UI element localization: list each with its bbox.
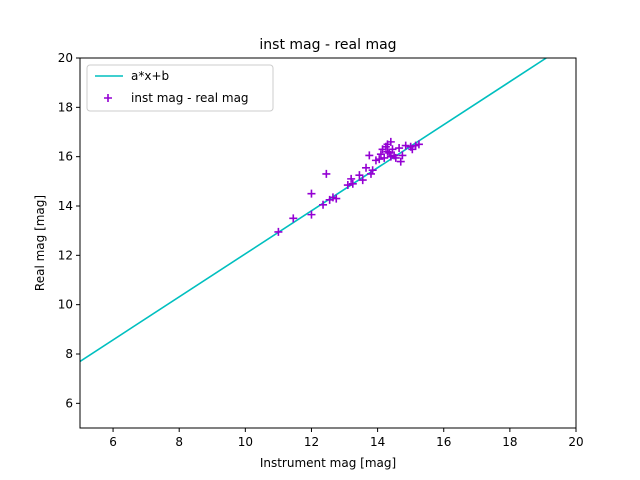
x-tick-label: 10 xyxy=(238,435,253,449)
y-tick-label: 8 xyxy=(65,347,73,361)
x-tick-label: 14 xyxy=(370,435,385,449)
data-point xyxy=(348,179,357,188)
data-point xyxy=(383,147,392,156)
data-point xyxy=(347,174,356,183)
data-point xyxy=(366,169,375,178)
data-point xyxy=(274,227,283,236)
x-axis-label: Instrument mag [mag] xyxy=(260,456,396,470)
data-point xyxy=(368,166,377,175)
x-tick-label: 16 xyxy=(436,435,451,449)
x-tick-label: 6 xyxy=(109,435,117,449)
data-point xyxy=(307,210,316,219)
data-point xyxy=(398,151,407,160)
x-tick-label: 20 xyxy=(568,435,583,449)
legend-label-fit: a*x+b xyxy=(131,69,169,83)
data-point xyxy=(391,153,400,162)
data-point xyxy=(362,163,371,172)
y-tick-label: 20 xyxy=(58,51,73,65)
data-point xyxy=(319,200,328,209)
y-tick-label: 12 xyxy=(58,248,73,262)
y-axis-label: Real mag [mag] xyxy=(33,195,47,291)
data-point xyxy=(414,140,423,149)
data-point xyxy=(355,171,364,180)
data-point xyxy=(332,194,341,203)
data-point xyxy=(395,144,404,153)
data-point xyxy=(307,189,316,198)
legend-label-series: inst mag - real mag xyxy=(131,91,249,105)
y-tick-label: 14 xyxy=(58,199,73,213)
fit-line xyxy=(80,58,547,363)
y-tick-label: 18 xyxy=(58,100,73,114)
data-point xyxy=(396,157,405,166)
x-tick-label: 18 xyxy=(502,435,517,449)
x-tick-label: 12 xyxy=(304,435,319,449)
data-point xyxy=(388,145,397,154)
data-point xyxy=(322,169,331,178)
data-point xyxy=(358,176,367,185)
data-point xyxy=(343,181,352,190)
x-tick-label: 8 xyxy=(175,435,183,449)
data-point xyxy=(289,214,298,223)
y-tick-label: 16 xyxy=(58,150,73,164)
data-point xyxy=(375,155,384,164)
data-point xyxy=(380,153,389,162)
legend: a*x+b inst mag - real mag xyxy=(86,64,274,112)
data-point xyxy=(386,137,395,146)
legend-box xyxy=(86,64,274,112)
chart-title: inst mag - real mag xyxy=(259,37,396,53)
data-point xyxy=(401,141,410,150)
y-tick-label: 6 xyxy=(65,396,73,410)
data-point xyxy=(365,151,374,160)
plot-frame xyxy=(79,57,577,429)
y-tick-label: 10 xyxy=(58,298,73,312)
legend-marker-swatch xyxy=(104,94,112,102)
